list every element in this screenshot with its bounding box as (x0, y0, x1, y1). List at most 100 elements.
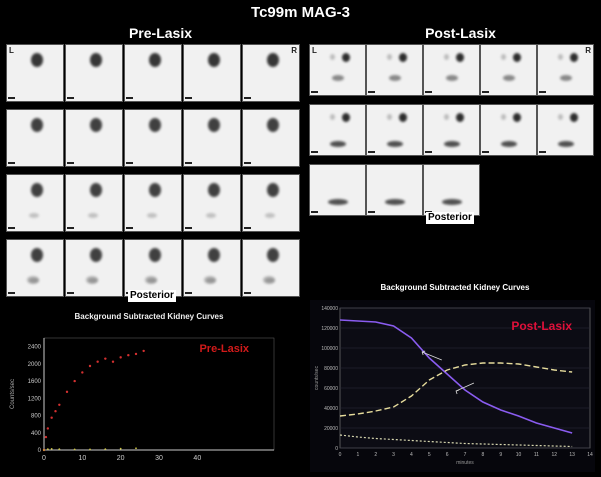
scale-marker (311, 211, 318, 213)
scale-marker (539, 151, 546, 153)
background-curve-point (135, 447, 137, 450)
kidney-uptake (456, 113, 464, 122)
bladder-uptake (501, 141, 517, 147)
kidney-uptake (330, 54, 335, 60)
background-curve-point (58, 448, 61, 451)
scale-marker (311, 151, 318, 153)
scintigraphy-frame (366, 44, 423, 96)
scale-marker (425, 91, 432, 93)
left-side-label: L (312, 46, 317, 55)
kidney-uptake (208, 53, 220, 67)
x-tick-label: 13 (569, 452, 575, 458)
x-tick-label: 4 (410, 452, 413, 458)
bladder-uptake (330, 141, 346, 147)
kidney-uptake (90, 118, 102, 132)
kidney-uptake (31, 248, 43, 262)
kidney-uptake (570, 53, 578, 62)
pre-lasix-chart: Background Subtracted Kidney Curves 0 10 2… (4, 310, 294, 470)
scintigraphy-frame (242, 109, 300, 167)
bladder-uptake (88, 278, 98, 283)
bladder-uptake (206, 278, 216, 283)
bladder-uptake (29, 213, 39, 218)
kidney-uptake (456, 53, 464, 62)
left-kidney-curve (339, 362, 573, 417)
x-tick-label: 1 (356, 452, 359, 458)
bladder-uptake (387, 141, 403, 147)
kidney-uptake (444, 54, 449, 60)
scale-marker (482, 151, 489, 153)
scale-marker (244, 97, 251, 99)
kidney-curve-point (104, 357, 107, 360)
bladder-uptake (145, 276, 157, 284)
kidney-uptake (90, 53, 102, 67)
scintigraphy-frame (480, 104, 537, 156)
y-tick-label: 60000 (324, 386, 338, 392)
x-tick-label: 7 (464, 452, 467, 458)
scintigraphy-frame (65, 109, 123, 167)
pre-lasix-heading: Pre-Lasix (128, 25, 193, 41)
bladder-uptake (206, 213, 216, 218)
scale-marker (126, 227, 133, 229)
scintigraphy-frame: L (309, 44, 366, 96)
x-tick-label: 40 (193, 455, 201, 462)
scale-marker (8, 292, 15, 294)
y-tick-label: 140000 (321, 306, 338, 312)
kidney-uptake (513, 53, 521, 62)
scintigraphy-frame (6, 109, 64, 167)
pre-posterior-label: Posterior (128, 290, 176, 302)
kidney-uptake (149, 118, 161, 132)
scintigraphy-frame (309, 164, 366, 216)
x-tick-label: 5 (428, 452, 431, 458)
kidney-uptake (501, 114, 506, 120)
scintigraphy-frame (124, 174, 182, 232)
bladder-uptake (332, 75, 344, 81)
kidney-curve-point (127, 354, 130, 357)
scale-marker (244, 292, 251, 294)
bladder-uptake (88, 213, 98, 218)
x-tick-label: 8 (481, 452, 484, 458)
pre-chart-legend: Pre-Lasix (199, 343, 249, 355)
scale-marker (67, 227, 74, 229)
right-kidney-curve (339, 319, 573, 434)
kidney-uptake (90, 183, 102, 197)
background-curve-point (50, 448, 53, 450)
x-tick-label: 10 (516, 452, 522, 458)
y-tick-label: 2000 (28, 362, 42, 368)
kidney-uptake (267, 118, 279, 132)
x-tick-label: 10 (78, 455, 86, 462)
y-tick-label: 0 (335, 446, 338, 452)
post-chart-title: Background Subtracted Kidney Curves (380, 283, 530, 292)
kidney-uptake (149, 183, 161, 197)
kidney-uptake (399, 53, 407, 62)
arrow-head (421, 350, 426, 356)
scale-marker (126, 162, 133, 164)
y-axis-label: Counts/sec (10, 379, 16, 409)
scintigraphy-frame (366, 104, 423, 156)
scintigraphy-frame (183, 44, 241, 102)
kidney-curve-point (142, 349, 145, 353)
kidney-uptake (513, 113, 521, 122)
kidney-uptake (342, 113, 350, 122)
y-tick-label: 1600 (28, 379, 42, 385)
kidney-uptake (31, 53, 43, 67)
background-curve-point (46, 448, 49, 451)
bladder-uptake (27, 276, 39, 284)
x-tick-label: 3 (392, 452, 395, 458)
kidney-uptake (267, 183, 279, 197)
bladder-uptake (503, 75, 515, 81)
scintigraphy-frame (124, 239, 182, 297)
background-curve-point (43, 449, 45, 451)
scale-marker (185, 292, 192, 294)
scale-marker (67, 292, 74, 294)
post-chart-legend: Post-Lasix (511, 319, 572, 333)
y-tick-label: 0 (38, 448, 42, 454)
scale-marker (244, 162, 251, 164)
x-tick-label: 9 (499, 452, 502, 458)
post-lasix-heading: Post-Lasix (425, 25, 496, 41)
kidney-uptake (208, 248, 220, 262)
scale-marker (67, 97, 74, 99)
scintigraphy-frame (65, 44, 123, 102)
kidney-curve-point (73, 379, 76, 383)
kidney-curve-point (96, 360, 99, 363)
y-tick-label: 1200 (28, 396, 42, 402)
